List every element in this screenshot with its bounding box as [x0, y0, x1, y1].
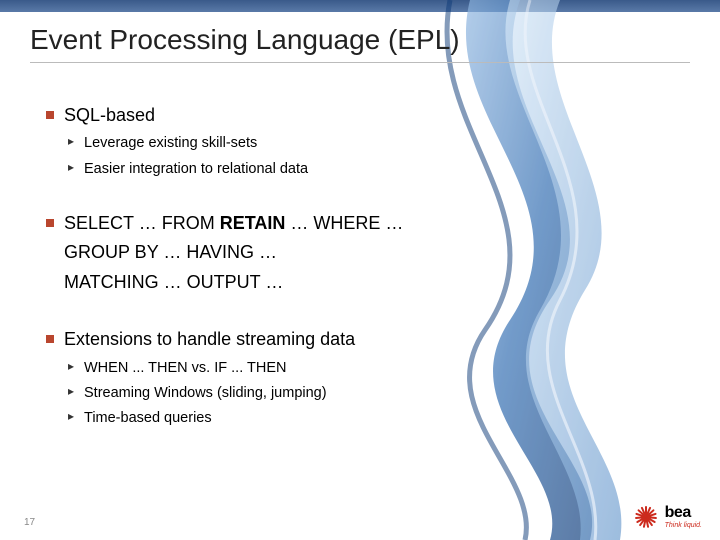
- sub-time-based: Time-based queries: [68, 408, 640, 428]
- bullet-select-statement: SELECT … FROM RETAIN … WHERE …: [46, 212, 640, 235]
- select-retain: RETAIN: [220, 213, 286, 233]
- sub-easier-integration: Easier integration to relational data: [68, 159, 640, 179]
- bea-logo: bea Think liquid.: [633, 504, 702, 530]
- title-underline: [30, 62, 690, 63]
- logo-text: bea Think liquid.: [665, 505, 702, 529]
- slide-title: Event Processing Language (EPL): [30, 24, 460, 56]
- bullet-sql-based: SQL-based: [46, 104, 640, 127]
- select-post: … WHERE …: [285, 213, 403, 233]
- bullet-groupby: GROUP BY … HAVING …: [46, 241, 640, 264]
- bullet-matching: MATCHING … OUTPUT …: [46, 271, 640, 294]
- select-pre: SELECT … FROM: [64, 213, 220, 233]
- sub-when-then: WHEN ... THEN vs. IF ... THEN: [68, 358, 640, 378]
- logo-tagline: Think liquid.: [665, 522, 702, 529]
- logo-burst-icon: [633, 504, 659, 530]
- page-number: 17: [24, 517, 35, 528]
- sub-streaming-windows: Streaming Windows (sliding, jumping): [68, 383, 640, 403]
- top-bar: [0, 0, 720, 12]
- bullet-extensions: Extensions to handle streaming data: [46, 328, 640, 351]
- content: SQL-based Leverage existing skill-sets E…: [46, 90, 640, 433]
- sub-leverage: Leverage existing skill-sets: [68, 133, 640, 153]
- logo-name: bea: [665, 505, 702, 521]
- slide: Event Processing Language (EPL) SQL-base…: [0, 0, 720, 540]
